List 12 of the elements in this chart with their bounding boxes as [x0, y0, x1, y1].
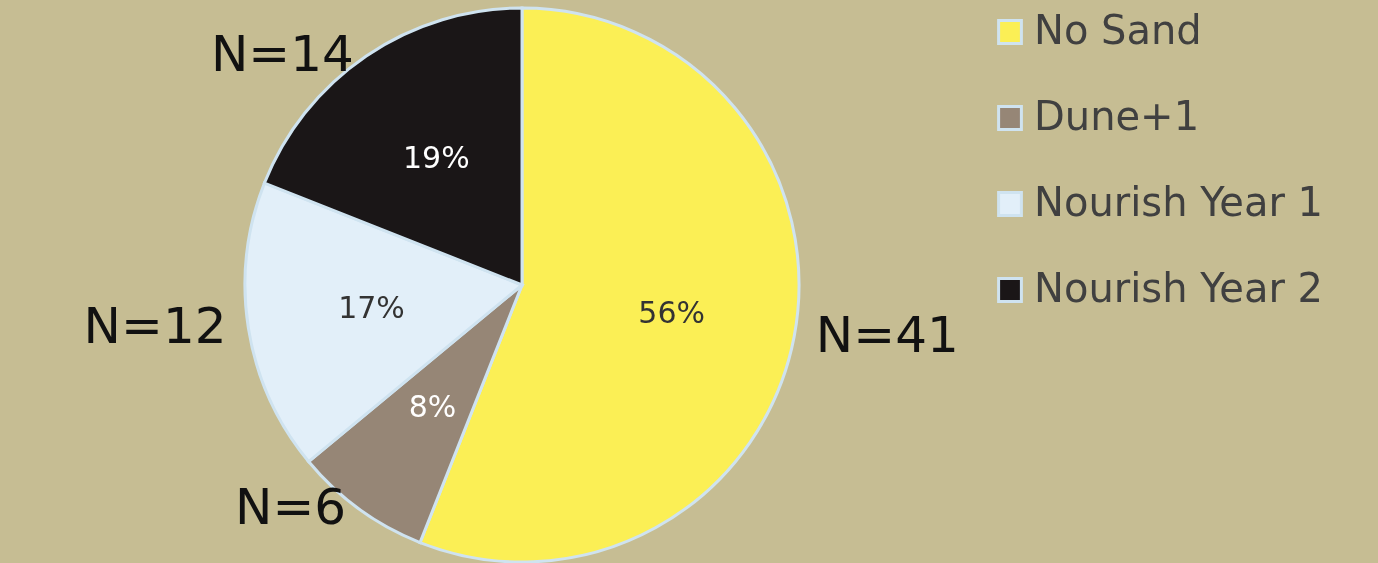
data-label: 19%: [403, 139, 470, 175]
legend-label: No Sand: [1034, 7, 1202, 53]
text: N=41: [815, 305, 959, 364]
text: N=6: [235, 478, 347, 537]
data-label: 8%: [408, 389, 457, 425]
text: N=14: [210, 24, 354, 83]
text: N=12: [83, 297, 227, 356]
data-label: 17%: [338, 289, 405, 325]
data-label: 56%: [638, 294, 705, 330]
legend-label: Nourish Year 2: [1034, 265, 1324, 311]
legend-label: Nourish Year 1: [1034, 179, 1324, 225]
legend-label: Dune+1: [1034, 93, 1200, 139]
